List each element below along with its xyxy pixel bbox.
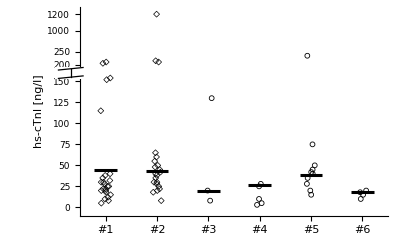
Point: [150, 190, 156, 194]
Point: [254, 203, 260, 207]
Bar: [55, 67, 86, 79]
Point: [152, 176, 159, 180]
Point: [98, 201, 104, 205]
Point: [256, 184, 262, 188]
Point: [100, 180, 107, 184]
Point: [157, 170, 164, 174]
Point: [98, 109, 104, 113]
Point: [308, 170, 314, 174]
Point: [308, 193, 314, 197]
Point: [258, 201, 265, 205]
Y-axis label: hs-cTnI [ng/l]: hs-cTnI [ng/l]: [34, 75, 44, 148]
Point: [105, 195, 111, 199]
Point: [100, 187, 106, 191]
Point: [156, 168, 163, 172]
Point: [258, 182, 264, 186]
Point: [310, 172, 316, 176]
Point: [151, 180, 157, 184]
Point: [363, 188, 369, 192]
Point: [207, 199, 213, 203]
Point: [104, 184, 111, 188]
Point: [204, 188, 211, 192]
Point: [154, 182, 160, 186]
Point: [100, 176, 106, 180]
Point: [304, 176, 311, 180]
Point: [107, 172, 113, 176]
Point: [208, 96, 215, 100]
Point: [357, 190, 363, 194]
Point: [106, 184, 112, 188]
Point: [152, 151, 159, 155]
Point: [152, 172, 159, 176]
Point: [360, 193, 366, 197]
Point: [153, 12, 160, 16]
Point: [107, 179, 113, 183]
Point: [152, 165, 158, 169]
Point: [107, 76, 114, 80]
Point: [304, 54, 310, 58]
Point: [358, 197, 364, 201]
Point: [101, 182, 108, 186]
Point: [153, 155, 160, 159]
Point: [103, 190, 109, 194]
Point: [307, 188, 314, 192]
Point: [103, 60, 109, 64]
Point: [104, 78, 110, 82]
Point: [102, 187, 109, 191]
Point: [158, 199, 164, 203]
Point: [152, 59, 159, 63]
Point: [152, 159, 158, 163]
Point: [304, 182, 310, 186]
Point: [102, 188, 109, 192]
Point: [312, 163, 318, 167]
Point: [102, 197, 108, 201]
Point: [154, 163, 161, 167]
Point: [154, 180, 160, 184]
Point: [154, 188, 160, 192]
Point: [100, 61, 106, 65]
Point: [102, 173, 108, 177]
Point: [310, 168, 316, 172]
Point: [154, 173, 160, 177]
Point: [309, 142, 316, 146]
Point: [156, 184, 162, 188]
Point: [98, 188, 104, 192]
Point: [156, 60, 162, 64]
Point: [107, 193, 114, 197]
Point: [256, 197, 262, 201]
Point: [105, 199, 112, 203]
Point: [98, 180, 104, 184]
Point: [156, 187, 163, 191]
